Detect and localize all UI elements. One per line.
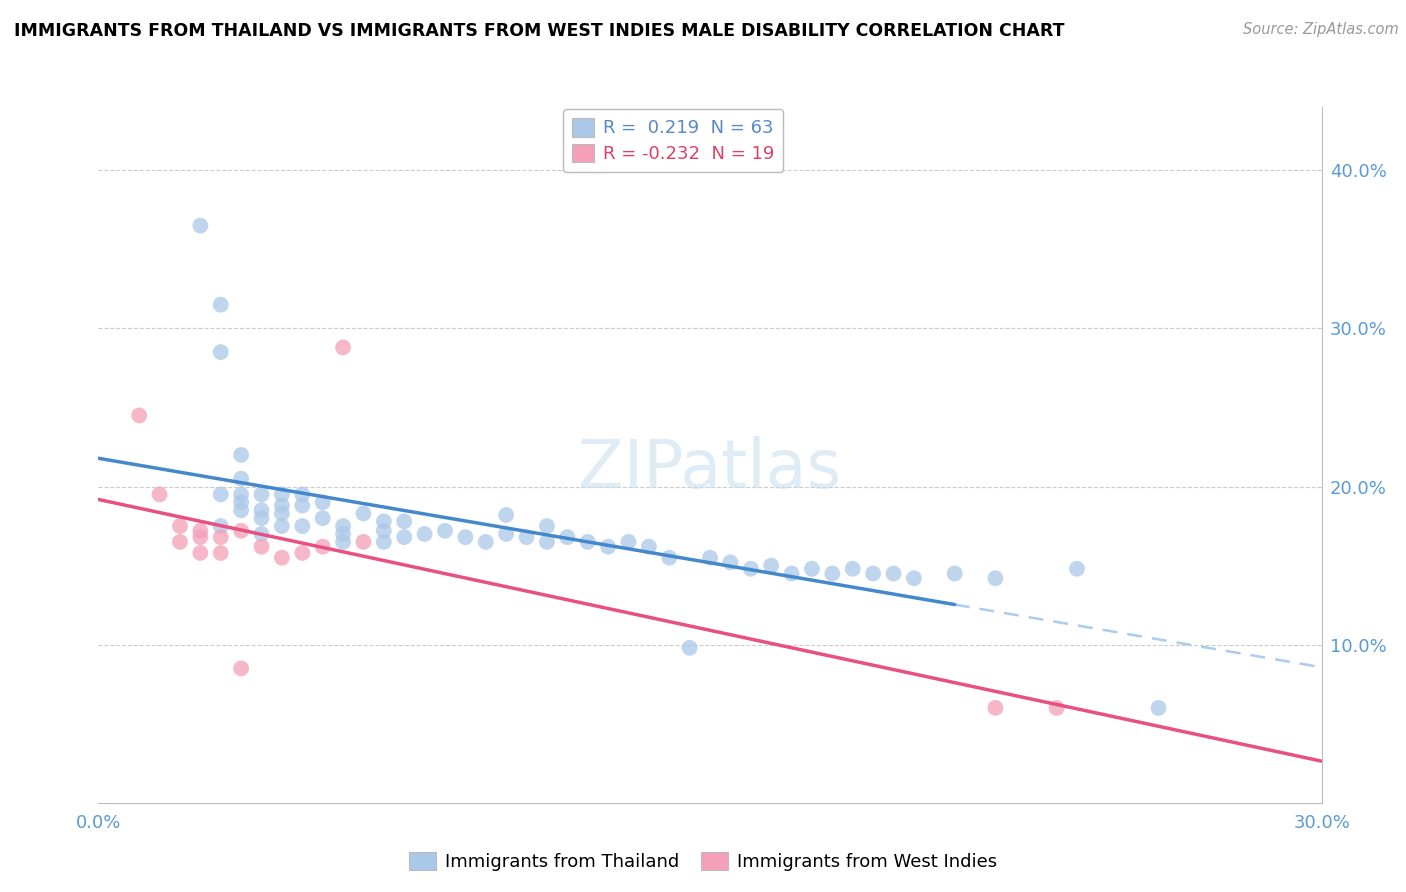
Point <box>1066 562 1088 576</box>
Point <box>699 550 721 565</box>
Point <box>332 527 354 541</box>
Point <box>209 345 232 359</box>
Point <box>270 519 294 533</box>
Point <box>780 566 803 581</box>
Point <box>474 534 498 549</box>
Point <box>270 487 294 501</box>
Point <box>984 701 1007 715</box>
Point <box>332 534 354 549</box>
Point <box>231 472 253 486</box>
Point <box>270 507 294 521</box>
Point <box>209 530 232 544</box>
Point <box>231 495 253 509</box>
Point <box>903 571 925 585</box>
Point <box>169 534 191 549</box>
Point <box>209 487 232 501</box>
Point <box>943 566 966 581</box>
Point <box>392 530 416 544</box>
Point <box>862 566 884 581</box>
Point <box>801 562 824 576</box>
Point <box>250 503 273 517</box>
Point <box>373 534 395 549</box>
Legend: R =  0.219  N = 63, R = -0.232  N = 19: R = 0.219 N = 63, R = -0.232 N = 19 <box>564 109 783 172</box>
Point <box>536 534 558 549</box>
Point <box>250 487 273 501</box>
Point <box>209 298 232 312</box>
Point <box>250 527 273 541</box>
Point <box>270 499 294 513</box>
Text: ZIPatlas: ZIPatlas <box>578 436 842 502</box>
Point <box>638 540 661 554</box>
Point <box>332 340 354 354</box>
Point <box>312 511 335 525</box>
Point <box>291 487 314 501</box>
Point <box>821 566 844 581</box>
Point <box>188 219 212 233</box>
Point <box>352 507 374 521</box>
Point <box>332 519 354 533</box>
Point <box>557 530 579 544</box>
Point <box>250 511 273 525</box>
Point <box>128 409 150 423</box>
Point <box>231 503 253 517</box>
Point <box>373 514 395 528</box>
Point <box>617 534 640 549</box>
Point <box>720 556 742 570</box>
Text: Source: ZipAtlas.com: Source: ZipAtlas.com <box>1243 22 1399 37</box>
Point <box>1045 701 1069 715</box>
Point <box>495 527 517 541</box>
Point <box>231 448 253 462</box>
Point <box>188 530 212 544</box>
Point <box>576 534 599 549</box>
Point <box>291 519 314 533</box>
Point <box>291 546 314 560</box>
Point <box>149 487 172 501</box>
Point <box>658 550 681 565</box>
Point <box>312 540 335 554</box>
Point <box>250 540 273 554</box>
Point <box>188 546 212 560</box>
Point <box>352 534 374 549</box>
Point <box>883 566 905 581</box>
Point <box>231 487 253 501</box>
Point <box>312 495 335 509</box>
Legend: Immigrants from Thailand, Immigrants from West Indies: Immigrants from Thailand, Immigrants fro… <box>402 845 1004 879</box>
Text: IMMIGRANTS FROM THAILAND VS IMMIGRANTS FROM WEST INDIES MALE DISABILITY CORRELAT: IMMIGRANTS FROM THAILAND VS IMMIGRANTS F… <box>14 22 1064 40</box>
Point <box>984 571 1007 585</box>
Point <box>373 524 395 538</box>
Point <box>434 524 457 538</box>
Point <box>209 519 232 533</box>
Point <box>598 540 620 554</box>
Point <box>270 550 294 565</box>
Point <box>841 562 863 576</box>
Point <box>413 527 436 541</box>
Point <box>495 508 517 522</box>
Point <box>231 661 253 675</box>
Point <box>536 519 558 533</box>
Point <box>231 524 253 538</box>
Point <box>188 524 212 538</box>
Point <box>392 514 416 528</box>
Point <box>169 519 191 533</box>
Point <box>291 499 314 513</box>
Point <box>1147 701 1170 715</box>
Point <box>209 546 232 560</box>
Point <box>516 530 538 544</box>
Point <box>740 562 762 576</box>
Point <box>454 530 477 544</box>
Point <box>761 558 783 573</box>
Point <box>679 640 702 655</box>
